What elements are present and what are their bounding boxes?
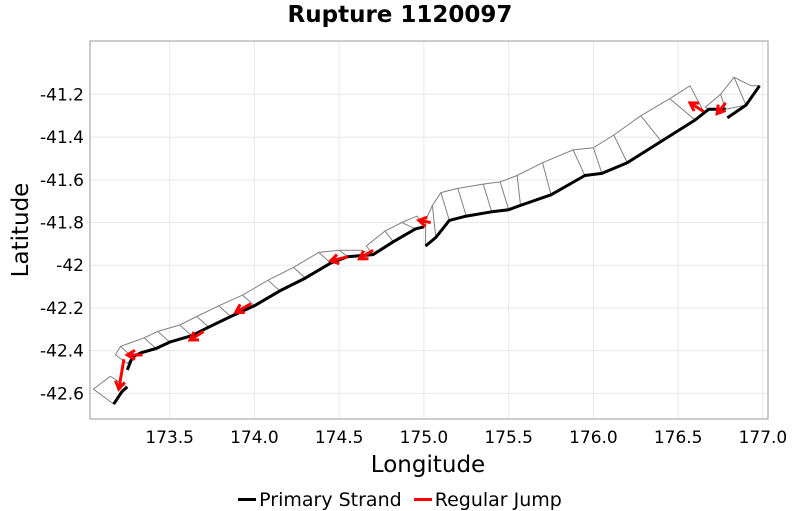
regular-jump-arrowhead [416, 215, 428, 228]
regular-jump-arrowhead [187, 331, 200, 342]
y-tick-label: -41.6 [40, 171, 84, 191]
regular-jump-arrowhead [233, 303, 245, 315]
fault-section-outline [425, 85, 705, 248]
fault-patch-divider [572, 149, 586, 176]
primary-strand-line [726, 84, 761, 120]
regular-jump-arrowhead [114, 380, 126, 392]
regular-jump-arrows [114, 101, 727, 392]
fault-patch-divider [733, 77, 747, 106]
primary-strand-line [424, 107, 726, 248]
primary-strand-lines [112, 84, 761, 405]
fault-patch-divider [457, 188, 467, 217]
y-tick-label: -41.8 [40, 214, 84, 234]
x-tick-label: 174.5 [315, 428, 364, 448]
chart-title: Rupture 1120097 [287, 2, 513, 28]
fault-section-outlines [92, 76, 761, 405]
legend-label-regular-jump: Regular Jump [434, 488, 562, 511]
regular-jump-arrowhead [715, 104, 727, 116]
fault-patch-divider [384, 230, 394, 243]
fault-patch-divider [218, 305, 232, 317]
fault-patch-divider [640, 115, 662, 142]
y-tick-label: -42 [56, 256, 84, 276]
primary-strand-line [125, 225, 425, 371]
fault-patch-divider [293, 267, 306, 279]
plot-frame [89, 40, 769, 420]
regular-jump-arrow [235, 302, 252, 314]
x-tick-label: 175.5 [484, 428, 533, 448]
fault-patch-divider [196, 316, 209, 328]
y-axis-label: Latitude [8, 183, 34, 278]
regular-jump-arrowhead [124, 348, 136, 361]
regular-jump-arrowhead [327, 253, 340, 266]
grid-lines [90, 41, 768, 419]
fault-patch-divider [516, 175, 522, 206]
y-tick-label: -41.2 [40, 85, 84, 105]
fault-section-outline [704, 76, 761, 110]
legend-item-regular-jump: Regular Jump [413, 488, 562, 511]
fault-patch-divider [499, 181, 510, 210]
fault-patch-divider [613, 134, 628, 163]
fault-patch-divider [482, 183, 493, 212]
fault-patch-divider [440, 192, 450, 221]
regular-jump-arrowhead [687, 101, 700, 112]
fault-patch-divider [143, 337, 157, 349]
y-tick-label: -41.4 [40, 128, 84, 148]
fault-patch-divider [592, 147, 603, 174]
legend: Primary Strand Regular Jump [0, 484, 800, 511]
x-tick-label: 175.0 [400, 428, 449, 448]
fault-patch-divider [401, 222, 416, 230]
regular-jump-arrow [330, 255, 349, 263]
fault-patch-divider [431, 205, 437, 238]
legend-label-primary-strand: Primary Strand [259, 488, 402, 511]
y-tick-label: -42.4 [40, 342, 84, 362]
legend-swatch-primary-strand [238, 498, 257, 501]
x-tick-labels: 173.5 174.0 174.5 175.0 175.5 176.0 176.5 177.0 [145, 428, 787, 448]
x-axis-label: Longitude [371, 452, 485, 478]
fault-patch-divider [242, 294, 255, 307]
y-tick-label: -42.6 [40, 384, 84, 404]
y-tick-label: -42.2 [40, 299, 84, 319]
y-tick-labels: -41.2 -41.4 -41.6 -41.8 -42 -42.2 -42.4 -42.6 [40, 85, 84, 404]
x-tick-label: 173.5 [145, 428, 194, 448]
legend-item-primary-strand: Primary Strand [238, 489, 402, 511]
x-tick-label: 176.0 [569, 428, 618, 448]
fault-patch-divider [720, 94, 727, 110]
regular-jump-arrowhead [357, 250, 369, 261]
x-tick-label: 176.5 [654, 428, 703, 448]
fault-section-outline [365, 215, 425, 256]
fault-patch-divider [267, 279, 281, 292]
x-tick-label: 174.0 [230, 428, 279, 448]
fault-patch-divider [542, 162, 552, 195]
legend-swatch-regular-jump [413, 498, 432, 501]
fault-patch-divider [157, 331, 170, 343]
primary-strand-line [112, 385, 129, 405]
fault-patch-divider [669, 98, 696, 121]
x-tick-label: 177.0 [739, 428, 788, 448]
regular-jump-arrow [117, 358, 126, 390]
fault-patch-divider [179, 324, 193, 337]
